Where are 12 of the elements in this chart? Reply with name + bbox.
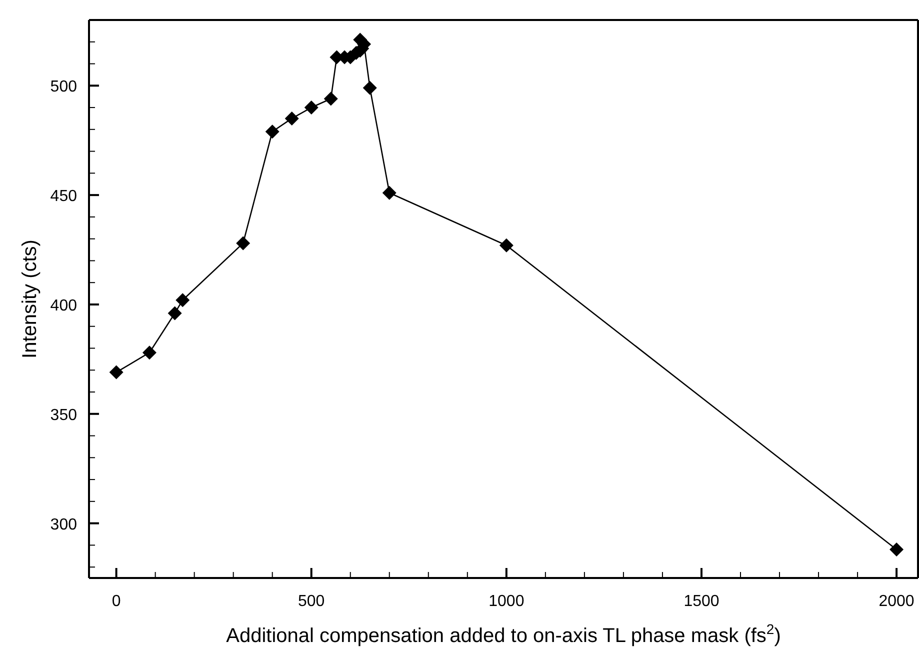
y-tick-label: 350 [50,406,78,424]
y-axis-title: Intensity (cts) [19,240,41,358]
x-tick-label: 500 [298,593,325,610]
y-tick-label: 450 [50,188,78,206]
y-tick-label: 400 [50,297,78,314]
y-tick-label: 500 [50,78,78,96]
y-tick-label: 300 [50,516,78,534]
x-tick-label: 2000 [878,593,914,610]
x-tick-label: 0 [112,593,121,610]
x-axis-title: Additional compensation added to on-axis TL phase mask (fs$^{2}$) [226,621,781,647]
x-tick-label: 1500 [684,593,720,610]
x-tick-label: 1000 [488,593,524,610]
